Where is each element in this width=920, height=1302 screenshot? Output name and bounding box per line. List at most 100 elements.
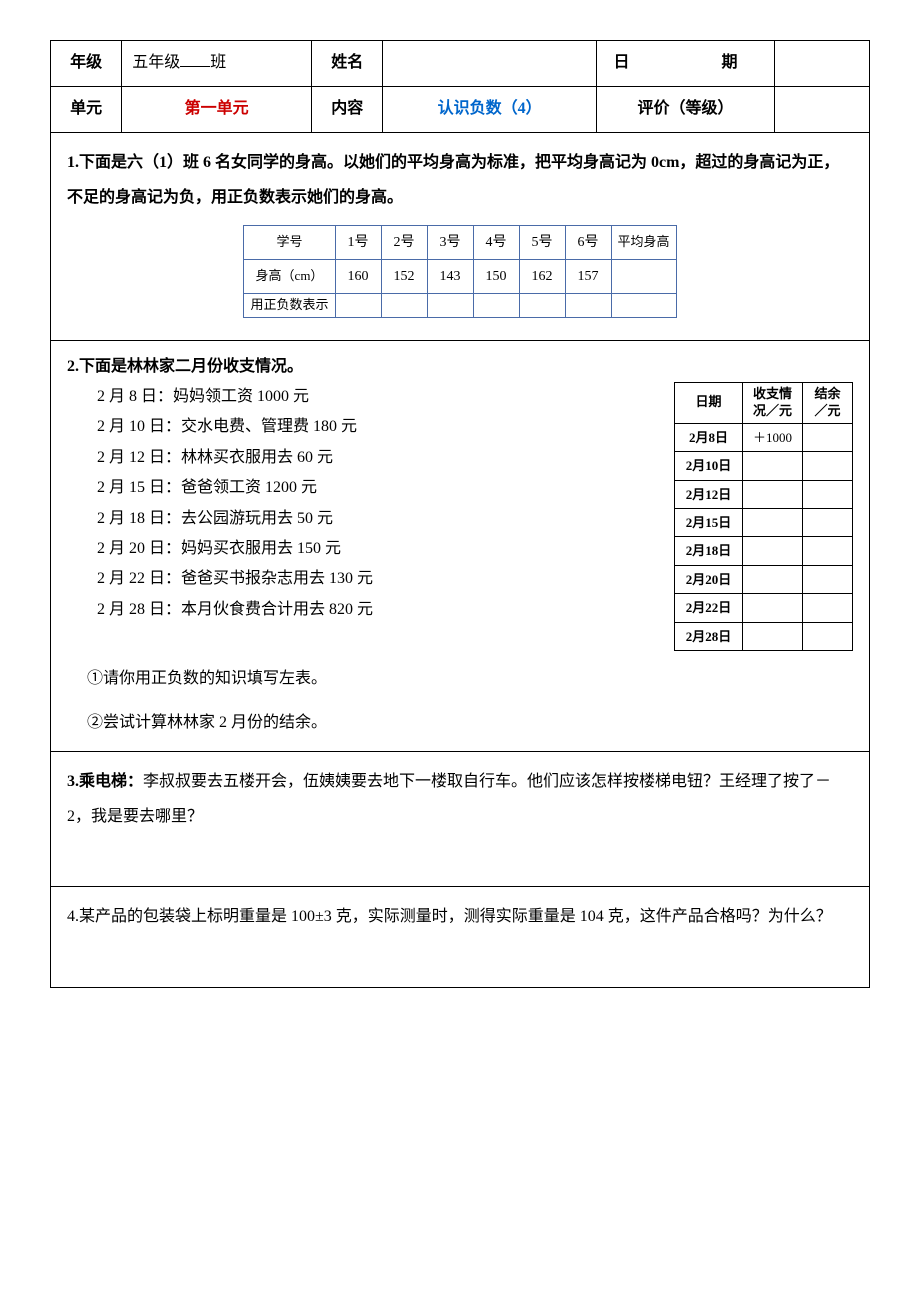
question-1-row: 1.下面是六（1）班 6 名女同学的身高。以她们的平均身高为标准，把平均身高记为… [51,132,870,341]
fr2-d: 2月12日 [675,480,743,508]
q2-item-0: 2 月 8 日：妈妈领工资 1000 元 [97,382,654,412]
fr7-b [803,622,853,650]
fr3-d: 2月15日 [675,508,743,536]
eval-label: 评价（等级） [596,86,774,132]
q1-height-table: 学号 1号 2号 3号 4号 5号 6号 平均身高 身高（cm） 160 152… [243,225,676,318]
finance-row-0: 2月8日 ＋1000 [675,423,853,451]
header-row-2: 单元 第一单元 内容 认识负数（4） 评价（等级） [51,86,870,132]
question-3-row: 3.乘电梯：李叔叔要去五楼开会，伍姨姨要去地下一楼取自行车。他们应该怎样按楼梯电… [51,751,870,886]
q1-rh-2: 用正负数表示 [244,294,335,318]
q3-prefix: 3.乘电梯： [67,773,143,790]
fr1-a [743,452,803,480]
finance-row-2: 2月12日 [675,480,853,508]
fh-2: 结余／元 [803,383,853,424]
fr0-d: 2月8日 [675,423,743,451]
fr7-a [743,622,803,650]
q2-container: 2 月 8 日：妈妈领工资 1000 元 2 月 10 日：交水电费、管理费 1… [67,382,853,651]
fr5-a [743,565,803,593]
question-4-cell: 4.某产品的包装袋上标明重量是 100±3 克，实际测量时，测得实际重量是 10… [51,887,870,987]
q2-item-7: 2 月 28 日：本月伙食费合计用去 820 元 [97,595,654,625]
q1-rh-1: 身高（cm） [244,260,335,294]
fr6-b [803,594,853,622]
finance-header-row: 日期 收支情况／元 结余／元 [675,383,853,424]
q2-item-3: 2 月 15 日：爸爸领工资 1200 元 [97,473,654,503]
question-1-cell: 1.下面是六（1）班 6 名女同学的身高。以她们的平均身高为标准，把平均身高记为… [51,132,870,341]
q1-table-header-row: 学号 1号 2号 3号 4号 5号 6号 平均身高 [244,225,676,259]
q4-blank [67,945,853,975]
content-value: 认识负数（4） [383,86,597,132]
q2-items-list: 2 月 8 日：妈妈领工资 1000 元 2 月 10 日：交水电费、管理费 1… [67,382,654,625]
q1-ch-5: 6号 [565,225,611,259]
fr0-a: ＋1000 [743,423,803,451]
q2-sub2: ②尝试计算林林家 2 月份的结余。 [67,707,853,739]
q1-table-height-row: 身高（cm） 160 152 143 150 162 157 [244,260,676,294]
finance-row-1: 2月10日 [675,452,853,480]
eval-value [774,86,869,132]
fr1-d: 2月10日 [675,452,743,480]
q1-table-signed-row: 用正负数表示 [244,294,676,318]
q1-h-2: 143 [427,260,473,294]
q4-text: 4.某产品的包装袋上标明重量是 100±3 克，实际测量时，测得实际重量是 10… [67,899,853,934]
fr2-a [743,480,803,508]
fr4-b [803,537,853,565]
question-4-row: 4.某产品的包装袋上标明重量是 100±3 克，实际测量时，测得实际重量是 10… [51,887,870,987]
fh-1: 收支情况／元 [743,383,803,424]
q1-s-3 [473,294,519,318]
fr3-a [743,508,803,536]
finance-row-3: 2月15日 [675,508,853,536]
content-label: 内容 [312,86,383,132]
grade-value: 五年级班 [122,41,312,87]
q1-s-6 [611,294,676,318]
name-label: 姓名 [312,41,383,87]
q1-h-5: 157 [565,260,611,294]
unit-label: 单元 [51,86,122,132]
fr3-b [803,508,853,536]
fr5-b [803,565,853,593]
q3-body: 李叔叔要去五楼开会，伍姨姨要去地下一楼取自行车。他们应该怎样按楼梯电钮？王经理了… [67,773,831,825]
fr7-d: 2月28日 [675,622,743,650]
q2-sub1: ①请你用正负数的知识填写左表。 [67,663,853,695]
finance-row-4: 2月18日 [675,537,853,565]
q1-s-4 [519,294,565,318]
fh-0: 日期 [675,383,743,424]
q2-item-1: 2 月 10 日：交水电费、管理费 180 元 [97,412,654,442]
q1-h-3: 150 [473,260,519,294]
header-row-1: 年级 五年级班 姓名 日 期 [51,41,870,87]
worksheet-table: 年级 五年级班 姓名 日 期 单元 第一单元 内容 认识负数（4） 评价（等级）… [50,40,870,988]
q1-h-6 [611,260,676,294]
finance-row-5: 2月20日 [675,565,853,593]
q3-text: 3.乘电梯：李叔叔要去五楼开会，伍姨姨要去地下一楼取自行车。他们应该怎样按楼梯电… [67,764,853,834]
date-value [774,41,869,87]
q1-rh-0: 学号 [244,225,335,259]
fr6-d: 2月22日 [675,594,743,622]
q2-left: 2 月 8 日：妈妈领工资 1000 元 2 月 10 日：交水电费、管理费 1… [67,382,654,625]
fr2-b [803,480,853,508]
question-2-cell: 2.下面是林林家二月份收支情况。 2 月 8 日：妈妈领工资 1000 元 2 … [51,341,870,752]
question-2-row: 2.下面是林林家二月份收支情况。 2 月 8 日：妈妈领工资 1000 元 2 … [51,341,870,752]
date-label: 日 期 [596,41,774,87]
q3-blank [67,844,853,874]
q1-ch-4: 5号 [519,225,565,259]
question-3-cell: 3.乘电梯：李叔叔要去五楼开会，伍姨姨要去地下一楼取自行车。他们应该怎样按楼梯电… [51,751,870,886]
finance-row-7: 2月28日 [675,622,853,650]
q2-finance-table: 日期 收支情况／元 结余／元 2月8日 ＋1000 2月10日 [674,382,853,651]
q1-title: 1.下面是六（1）班 6 名女同学的身高。以她们的平均身高为标准，把平均身高记为… [67,145,853,215]
fr4-a [743,537,803,565]
fr4-d: 2月18日 [675,537,743,565]
q1-ch-0: 1号 [335,225,381,259]
name-value [383,41,597,87]
fr0-b [803,423,853,451]
q1-ch-3: 4号 [473,225,519,259]
q2-item-2: 2 月 12 日：林林买衣服用去 60 元 [97,443,654,473]
q1-h-4: 162 [519,260,565,294]
q1-ch-2: 3号 [427,225,473,259]
q2-item-6: 2 月 22 日：爸爸买书报杂志用去 130 元 [97,564,654,594]
fr6-a [743,594,803,622]
q1-ch-1: 2号 [381,225,427,259]
q2-right: 日期 收支情况／元 结余／元 2月8日 ＋1000 2月10日 [674,382,853,651]
unit-value: 第一单元 [122,86,312,132]
q1-s-1 [381,294,427,318]
fr5-d: 2月20日 [675,565,743,593]
fr1-b [803,452,853,480]
q1-ch-6: 平均身高 [611,225,676,259]
